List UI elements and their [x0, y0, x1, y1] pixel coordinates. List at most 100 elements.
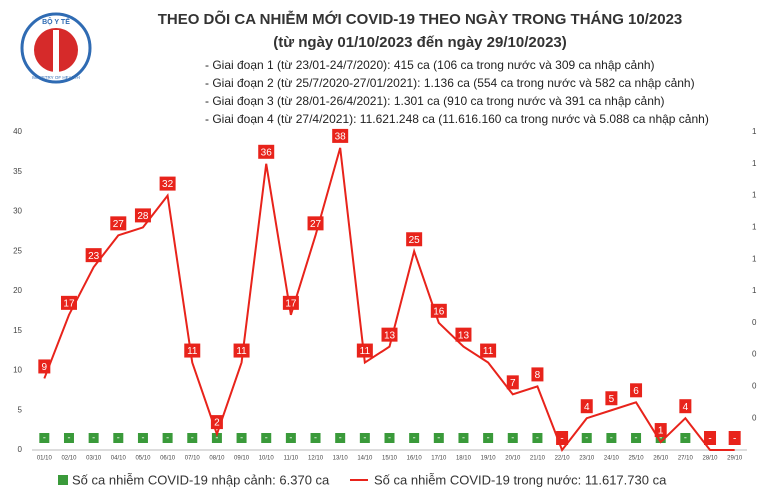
- value-label-box: [605, 391, 618, 406]
- x-tick-label: 04/10: [111, 456, 127, 462]
- value-label-box: [307, 216, 324, 231]
- value-label: 17: [63, 298, 75, 309]
- value-label: 13: [458, 330, 470, 341]
- value-label-box: [654, 423, 667, 438]
- import-label: -: [240, 432, 243, 442]
- value-label-box: [38, 359, 51, 374]
- import-label: -: [388, 432, 391, 442]
- import-label: -: [191, 432, 194, 442]
- import-label: -: [43, 432, 46, 442]
- value-label: 2: [214, 418, 220, 429]
- import-marker: [310, 433, 321, 443]
- value-label: 8: [535, 370, 541, 381]
- import-label: -: [610, 432, 613, 442]
- import-label: -: [215, 432, 218, 442]
- value-label: 28: [137, 211, 149, 222]
- value-label: 11: [483, 346, 494, 357]
- logo-top: BỘ Y TẾ: [42, 16, 70, 26]
- x-tick-label: 03/10: [86, 456, 102, 462]
- import-label: -: [462, 432, 465, 442]
- x-tick-label: 06/10: [160, 456, 176, 462]
- x-tick-label: 26/10: [653, 456, 669, 462]
- y2-tick-label: 1: [752, 254, 757, 263]
- import-marker: [631, 433, 642, 443]
- value-label: 27: [113, 219, 125, 230]
- import-marker: [187, 433, 198, 443]
- import-marker: [211, 433, 222, 443]
- value-label: 7: [510, 378, 516, 389]
- value-label: 5: [609, 394, 615, 405]
- value-label: 1: [658, 426, 664, 437]
- import-label: -: [437, 432, 440, 442]
- value-label: 4: [683, 402, 689, 413]
- import-marker: [88, 433, 99, 443]
- import-marker: [113, 433, 124, 443]
- value-label: 6: [633, 386, 639, 397]
- import-label: -: [635, 432, 638, 442]
- import-marker: [458, 433, 469, 443]
- value-label: 16: [433, 306, 445, 317]
- value-label: 11: [187, 346, 198, 357]
- y-tick-label: 35: [13, 167, 22, 176]
- y2-tick-label: 1: [752, 286, 757, 295]
- annotation: - Giai đoạn 3 (từ 28/01-26/4/2021): 1.30…: [205, 94, 665, 108]
- value-label-box: [210, 415, 223, 430]
- import-marker: [162, 433, 173, 443]
- value-label-box: [728, 431, 741, 445]
- value-label-box: [233, 343, 250, 358]
- value-label: 11: [236, 346, 247, 357]
- chart-subtitle: (từ ngày 01/10/2023 đến ngày 29/10/2023): [273, 34, 567, 51]
- value-label-box: [580, 399, 593, 414]
- x-tick-label: 25/10: [629, 456, 645, 462]
- import-label: -: [511, 432, 514, 442]
- value-label-box: [110, 216, 127, 231]
- y-tick-label: 30: [13, 207, 22, 216]
- value-label: 36: [261, 147, 273, 158]
- x-tick-label: 19/10: [481, 456, 497, 462]
- y-tick-label: 5: [18, 405, 23, 414]
- y2-tick-label: 1: [752, 223, 757, 232]
- value-label: 32: [162, 179, 174, 190]
- value-label-box: [430, 303, 447, 318]
- value-label-box: [630, 383, 643, 398]
- import-marker: [359, 433, 370, 443]
- x-tick-label: 18/10: [456, 456, 472, 462]
- x-tick-label: 24/10: [604, 456, 620, 462]
- import-label: -: [67, 432, 70, 442]
- x-tick-label: 07/10: [185, 456, 201, 462]
- import-marker: [63, 433, 74, 443]
- y-tick-label: 40: [13, 127, 22, 136]
- value-label-box: [159, 176, 176, 191]
- value-label: 9: [42, 362, 48, 373]
- x-tick-label: 11/10: [284, 456, 299, 462]
- value-label-box: [455, 327, 472, 342]
- x-tick-label: 08/10: [209, 456, 225, 462]
- import-label: -: [585, 432, 588, 442]
- y2-tick-label: 1: [752, 127, 757, 136]
- value-label-box: [556, 431, 569, 445]
- value-label-box: [381, 327, 398, 342]
- import-marker: [384, 433, 395, 443]
- import-label: -: [141, 432, 144, 442]
- x-tick-label: 02/10: [61, 456, 77, 462]
- import-marker: [137, 433, 148, 443]
- value-label: 23: [88, 251, 100, 262]
- import-label: -: [265, 432, 268, 442]
- x-tick-label: 01/10: [37, 456, 53, 462]
- value-label: -: [560, 434, 563, 445]
- y2-tick-label: 0: [752, 318, 757, 327]
- x-tick-label: 23/10: [579, 456, 595, 462]
- annotation: - Giai đoạn 2 (từ 25/7/2020-27/01/2021):…: [205, 76, 695, 90]
- value-label: -: [733, 434, 736, 445]
- import-label: -: [659, 432, 662, 442]
- value-label-box: [531, 367, 544, 382]
- import-label: -: [289, 432, 292, 442]
- x-tick-label: 16/10: [407, 456, 423, 462]
- y-tick-label: 25: [13, 246, 22, 255]
- import-label: -: [413, 432, 416, 442]
- x-tick-label: 27/10: [678, 456, 694, 462]
- x-tick-label: 13/10: [333, 456, 349, 462]
- import-marker: [507, 433, 518, 443]
- value-label-box: [258, 144, 275, 159]
- value-label: 25: [409, 235, 421, 246]
